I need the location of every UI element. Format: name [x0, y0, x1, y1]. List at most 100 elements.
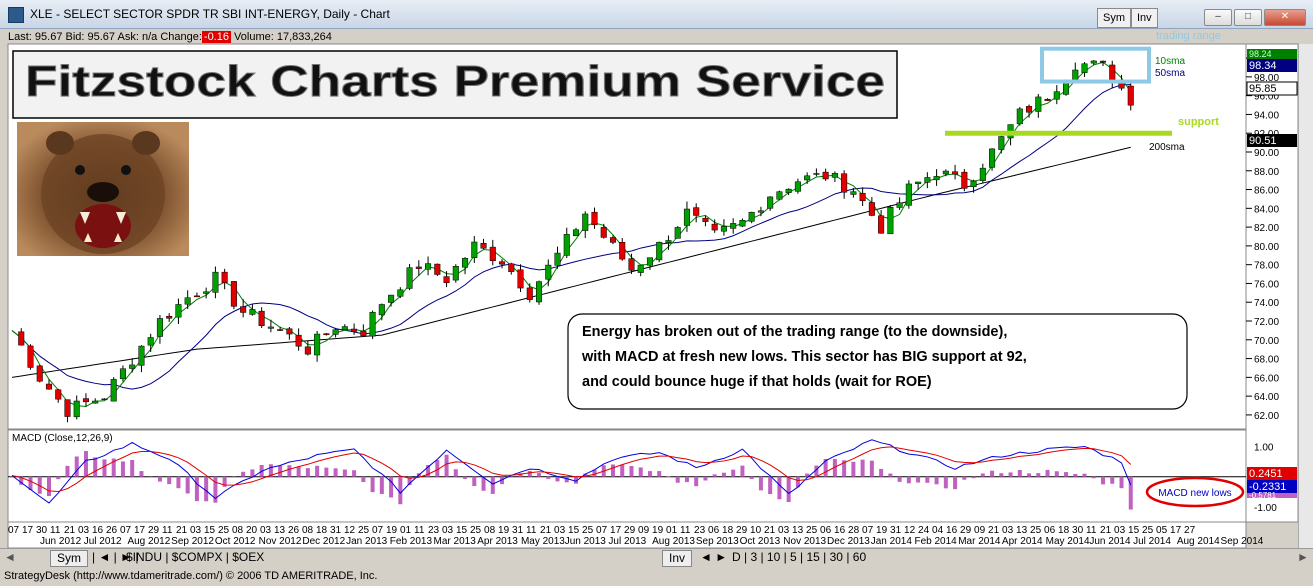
macd-histogram-bar — [398, 476, 403, 505]
macd-histogram-bar — [1082, 473, 1087, 477]
candle-body — [286, 328, 293, 335]
nav-arrows-icon[interactable]: | ◄ | ► | — [92, 550, 139, 564]
price-tag-3-bg — [1247, 134, 1297, 147]
candle-body — [323, 333, 330, 335]
status-bar: StrategyDesk (http://www.tdameritrade.co… — [4, 570, 378, 582]
candle-body — [841, 173, 848, 193]
candle-body — [304, 346, 311, 355]
macd-histogram-bar — [592, 469, 597, 477]
x-day-tick: 17 — [1170, 525, 1182, 536]
x-day-tick: 11 — [526, 525, 537, 536]
macd-histogram-bar — [472, 476, 477, 487]
sma50-label: 50sma — [1155, 68, 1185, 79]
scroll-right-icon[interactable]: ► — [1297, 550, 1309, 564]
x-month-label: Jun 2012 — [40, 536, 82, 547]
inv-button[interactable]: Inv — [1131, 8, 1158, 28]
interval-selector[interactable]: D | 3 | 10 | 5 | 15 | 30 | 60 — [732, 550, 867, 564]
bottom-inv-button[interactable]: Inv — [662, 550, 693, 567]
macd-histogram-bar — [10, 476, 14, 478]
candle-body — [360, 330, 367, 336]
macd-histogram-bar — [740, 465, 745, 477]
watchlist-tabs[interactable]: $INDU | $COMPX | $OEX — [126, 550, 265, 564]
macd-histogram-bar — [694, 476, 699, 487]
y-tick-label: 82.00 — [1254, 223, 1279, 234]
x-day-tick: 21 — [176, 525, 188, 536]
x-day-tick: 21 — [64, 525, 76, 536]
macd-histogram-bar — [564, 476, 569, 483]
x-month-label: Nov 2013 — [783, 536, 826, 547]
scroll-left-icon[interactable]: ◄ — [4, 550, 16, 564]
candle-body — [656, 241, 663, 261]
x-day-tick: 25 — [1142, 525, 1154, 536]
candle-body — [110, 379, 117, 402]
x-day-tick: 11 — [162, 525, 173, 536]
price-tag-3: 90.51 — [1249, 135, 1277, 147]
macd-histogram-bar — [268, 464, 273, 477]
macd-histogram-bar — [167, 476, 172, 485]
candle-body — [822, 171, 829, 180]
macd-histogram-bar — [509, 476, 514, 478]
macd-histogram-bar — [278, 465, 283, 477]
sym-button[interactable]: Sym — [1097, 8, 1131, 28]
candle-body — [258, 310, 265, 326]
x-day-tick: 12 — [904, 525, 916, 536]
candle-body — [397, 289, 404, 297]
macd-histogram-bar — [352, 470, 357, 477]
trading-range-box — [1040, 46, 1151, 84]
macd-histogram-bar — [1064, 472, 1069, 477]
vertical-scrollbar[interactable] — [1298, 44, 1313, 549]
macd-histogram-bar — [1073, 473, 1078, 477]
macd-histogram-bar — [46, 476, 51, 497]
macd-histogram-bar — [610, 464, 615, 477]
candle-body — [859, 192, 866, 202]
x-day-tick: 09 — [638, 525, 650, 536]
macd-histogram-bar — [426, 465, 431, 477]
sma200-line — [11, 146, 1131, 378]
candle-body — [868, 202, 875, 216]
x-day-tick: 19 — [652, 525, 664, 536]
window-title-bar: XLE - SELECT SECTOR SPDR TR SBI INT-ENER… — [0, 0, 1313, 29]
annotation-line-1: Energy has broken out of the trading ran… — [582, 324, 1007, 340]
macd-histogram-bar — [120, 461, 125, 477]
candle-body — [591, 211, 598, 226]
x-day-tick: 19 — [386, 525, 398, 536]
x-day-tick: 03 — [442, 525, 454, 536]
macd-histogram-bar — [768, 476, 773, 494]
x-day-tick: 15 — [456, 525, 468, 536]
macd-histogram-bar — [749, 476, 754, 480]
x-day-tick: 15 — [1128, 525, 1140, 536]
candle-body — [147, 337, 154, 346]
x-day-tick: 08 — [232, 525, 244, 536]
x-month-label: Jul 2012 — [84, 536, 122, 547]
candle-body — [1099, 60, 1107, 63]
macd-histogram-bar — [130, 459, 135, 477]
macd-histogram-bar — [1045, 469, 1050, 477]
candle-body — [526, 287, 533, 300]
macd-histogram-bar — [943, 476, 948, 489]
candle-body — [1026, 106, 1033, 113]
candle-body — [757, 210, 764, 213]
x-month-label: Jan 2013 — [346, 536, 388, 547]
candle-body — [508, 263, 515, 272]
bottom-sym-button[interactable]: Sym — [50, 550, 88, 567]
interval-nav-icon[interactable]: ◄ ► — [700, 550, 728, 564]
candle-body — [1090, 60, 1097, 64]
candle-body — [776, 191, 783, 200]
bid-price: Bid: 95.67 — [65, 31, 116, 43]
x-day-tick: 03 — [1002, 525, 1014, 536]
x-day-tick: 13 — [792, 525, 804, 536]
minimize-button[interactable]: – — [1204, 9, 1232, 26]
x-day-tick: 09 — [974, 525, 986, 536]
macd-histogram-bar — [888, 473, 893, 477]
y-tick-label: 90.00 — [1254, 148, 1279, 159]
x-month-label: Apr 2014 — [1002, 536, 1043, 547]
macd-histogram-bar — [537, 473, 542, 477]
x-day-tick: 07 — [8, 525, 20, 536]
close-button[interactable]: ✕ — [1264, 9, 1306, 26]
y-tick-label: 72.00 — [1254, 317, 1279, 328]
price-tag-top-bg — [1247, 49, 1297, 59]
maximize-button[interactable]: □ — [1234, 9, 1262, 26]
macd-tag-3: -0.5781 — [1249, 491, 1277, 500]
x-day-tick: 17 — [134, 525, 146, 536]
